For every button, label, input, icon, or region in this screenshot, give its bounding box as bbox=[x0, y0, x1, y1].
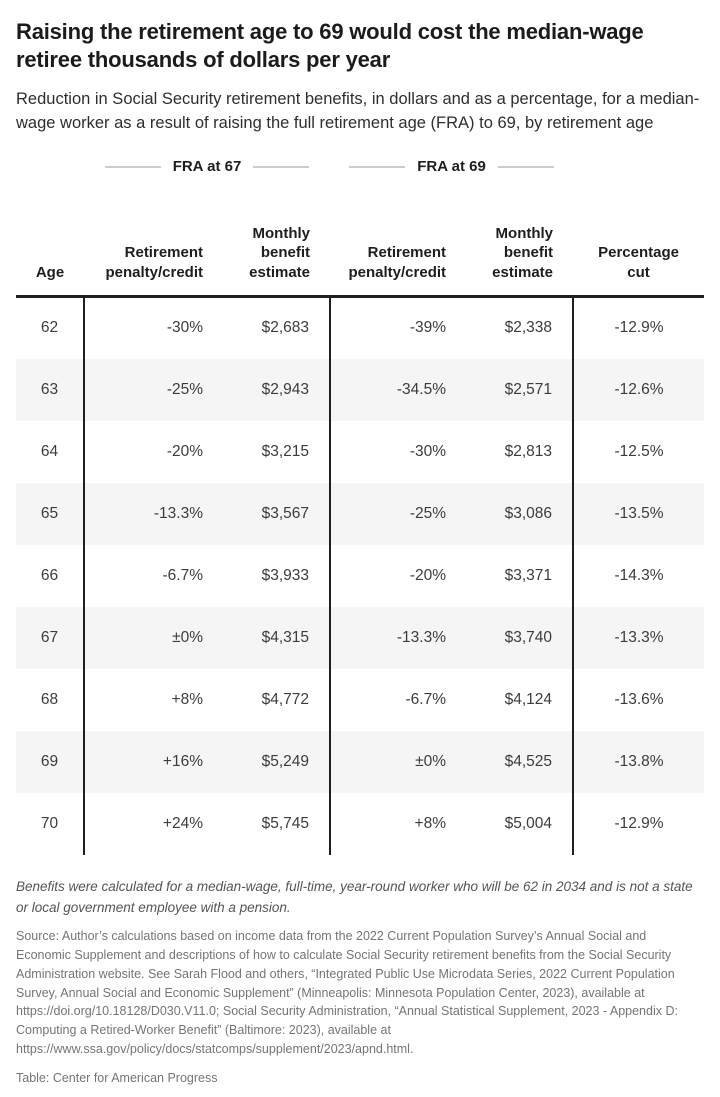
fra69-penalty-cell: -20% bbox=[409, 566, 447, 584]
fra69-penalty-cell: -13.3% bbox=[396, 628, 447, 646]
table-row: 66 -6.7% $3,933 -20% $3,371 -14.3% bbox=[16, 544, 704, 607]
page-title: Raising the retirement age to 69 would c… bbox=[16, 19, 644, 72]
fra67-benefit-cell: $3,933 bbox=[207, 544, 332, 607]
rule-line bbox=[349, 165, 406, 168]
col-header-fra67-penalty: Retirement penalty/credit bbox=[84, 179, 207, 299]
fra67-benefit-cell: $4,315 bbox=[207, 606, 332, 669]
fra69-benefit-cell: $2,571 bbox=[450, 358, 575, 421]
fra67-benefit-cell: $4,772 bbox=[207, 668, 332, 731]
fra-69-group-header: FRA at 69 bbox=[330, 154, 573, 180]
table-credit: Table: Center for American Progress bbox=[16, 1070, 218, 1085]
fra69-benefit-cell: $2,338 bbox=[450, 296, 575, 359]
fra69-penalty-cell: -34.5% bbox=[396, 380, 447, 398]
fra69-benefit-cell: $4,124 bbox=[450, 668, 575, 731]
col-header-percentage-cut: Percentage cut bbox=[573, 179, 705, 299]
fra67-penalty-cell: +24% bbox=[162, 814, 203, 832]
pct-cut-cell: -12.9% bbox=[614, 319, 664, 337]
rule-line bbox=[253, 165, 310, 168]
col-header-fra69-benefit: Monthly benefit estimate bbox=[450, 179, 574, 299]
pct-cut-cell: -12.9% bbox=[614, 814, 664, 832]
fra-group-header-row: FRA at 67 FRA at 69 bbox=[16, 154, 704, 180]
pct-cut-cell: -13.3% bbox=[614, 628, 664, 646]
pct-cut-cell: -12.5% bbox=[614, 442, 664, 460]
pct-cut-cell: -13.6% bbox=[614, 690, 664, 708]
age-cell: 67 bbox=[16, 606, 85, 669]
rule-line bbox=[104, 165, 161, 168]
fra69-benefit-cell: $4,525 bbox=[450, 730, 575, 793]
page-subtitle: Reduction in Social Security retirement … bbox=[16, 89, 700, 133]
benefits-table: FRA at 67 FRA at 69 Age Retirement penal… bbox=[16, 154, 705, 855]
spacer-cell bbox=[573, 154, 704, 180]
table-row: 65 -13.3% $3,567 -25% $3,086 -13.5% bbox=[16, 482, 705, 545]
age-cell: 69 bbox=[16, 730, 85, 793]
column-header-row: Age Retirement penalty/credit Monthly be… bbox=[16, 179, 705, 299]
fra-69-label: FRA at 69 bbox=[417, 158, 486, 176]
fra67-penalty-cell: ±0% bbox=[172, 628, 203, 646]
fra67-penalty-cell: -30% bbox=[166, 319, 203, 337]
fra69-penalty-cell: ±0% bbox=[415, 752, 447, 770]
fra67-benefit-cell: $5,249 bbox=[207, 730, 332, 793]
table-row: 62 -30% $2,683 -39% $2,338 -12.9% bbox=[16, 296, 704, 359]
fra67-penalty-cell: -25% bbox=[166, 380, 203, 398]
source-text: Source: Author’s calculations based on i… bbox=[16, 929, 678, 1056]
rule-line bbox=[497, 165, 554, 168]
age-cell: 63 bbox=[16, 358, 85, 421]
age-cell: 64 bbox=[16, 420, 85, 483]
age-cell: 65 bbox=[16, 482, 85, 545]
age-cell: 62 bbox=[16, 296, 85, 359]
fra-67-group-header: FRA at 67 bbox=[84, 154, 330, 180]
fra69-benefit-cell: $3,086 bbox=[450, 482, 575, 545]
table-row: 69 +16% $5,249 ±0% $4,525 -13.8% bbox=[16, 730, 705, 793]
table-body: 62 -30% $2,683 -39% $2,338 -12.9% 63 -25% $2,943… bbox=[16, 296, 705, 855]
col-header-age: Age bbox=[16, 179, 84, 299]
fra67-penalty-cell: -13.3% bbox=[153, 504, 203, 522]
fra67-penalty-cell: +8% bbox=[171, 690, 203, 708]
fra67-penalty-cell: -20% bbox=[166, 442, 203, 460]
fra69-benefit-cell: $3,740 bbox=[450, 606, 575, 669]
table-row: 64 -20% $3,215 -30% $2,813 -12.5% bbox=[16, 420, 704, 483]
age-cell: 70 bbox=[16, 792, 85, 855]
fra69-penalty-cell: -6.7% bbox=[405, 690, 447, 708]
fra69-benefit-cell: $2,813 bbox=[450, 420, 575, 483]
age-cell: 68 bbox=[16, 668, 85, 731]
fra-67-label: FRA at 67 bbox=[172, 158, 242, 176]
fra69-benefit-cell: $5,004 bbox=[450, 792, 575, 855]
fra67-benefit-cell: $5,745 bbox=[207, 792, 332, 855]
fra69-penalty-cell: +8% bbox=[414, 814, 447, 832]
spacer-cell bbox=[16, 154, 84, 180]
fra69-penalty-cell: -25% bbox=[409, 504, 447, 522]
pct-cut-cell: -12.6% bbox=[614, 380, 664, 398]
fra69-benefit-cell: $3,371 bbox=[450, 544, 575, 607]
fra67-penalty-cell: -6.7% bbox=[162, 566, 204, 584]
pct-cut-cell: -14.3% bbox=[614, 566, 664, 584]
fra67-benefit-cell: $2,683 bbox=[207, 296, 332, 359]
col-header-fra69-penalty: Retirement penalty/credit bbox=[330, 179, 451, 299]
fra67-benefit-cell: $3,215 bbox=[207, 420, 332, 483]
col-header-fra67-benefit: Monthly benefit estimate bbox=[207, 179, 331, 299]
age-cell: 66 bbox=[16, 544, 85, 607]
pct-cut-cell: -13.8% bbox=[614, 752, 664, 770]
fra67-benefit-cell: $2,943 bbox=[207, 358, 332, 421]
table-row: 70 +24% $5,745 +8% $5,004 -12.9% bbox=[16, 792, 704, 855]
fra69-penalty-cell: -30% bbox=[409, 442, 447, 460]
fra67-penalty-cell: +16% bbox=[162, 752, 203, 770]
table-row: 68 +8% $4,772 -6.7% $4,124 -13.6% bbox=[16, 668, 704, 731]
table-row: 63 -25% $2,943 -34.5% $2,571 -12.6% bbox=[16, 358, 705, 421]
pct-cut-cell: -13.5% bbox=[614, 504, 664, 522]
methodology-note: Benefits were calculated for a median-wa… bbox=[16, 878, 693, 915]
fra69-penalty-cell: -39% bbox=[409, 319, 447, 337]
fra67-benefit-cell: $3,567 bbox=[207, 482, 332, 545]
table-row: 67 ±0% $4,315 -13.3% $3,740 -13.3% bbox=[16, 606, 705, 669]
